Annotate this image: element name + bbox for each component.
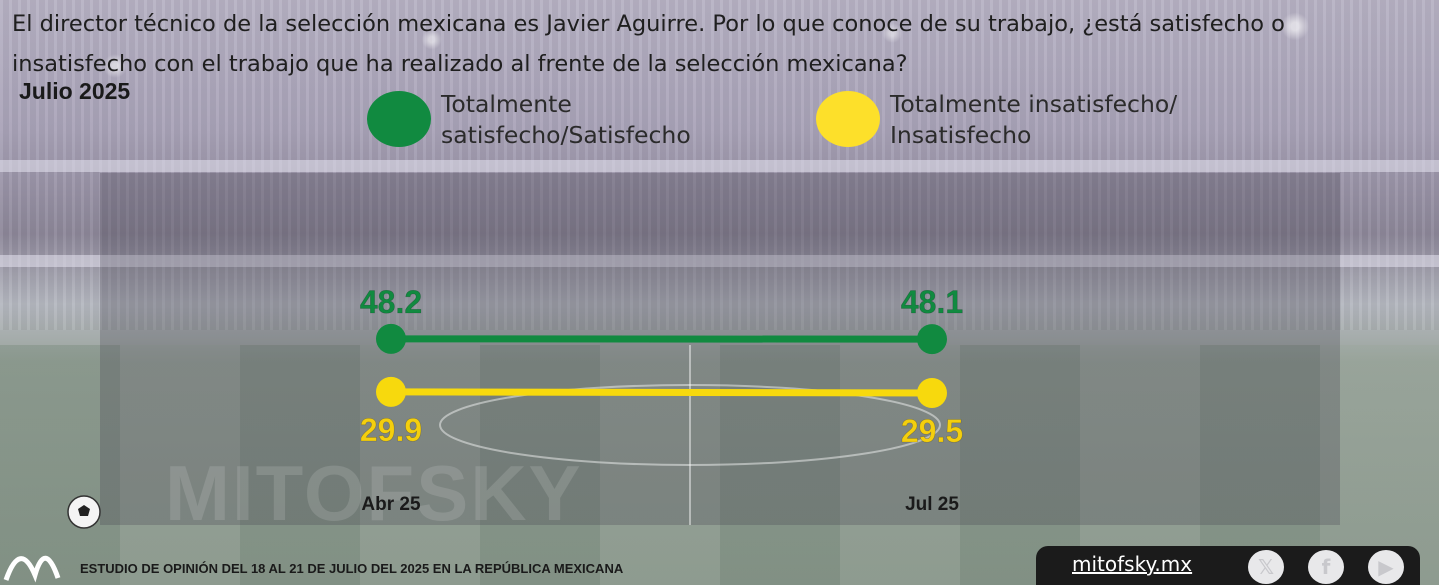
- field-markings: [439, 345, 941, 525]
- period-label: Julio 2025: [19, 78, 131, 104]
- chart-panel: [100, 173, 1340, 525]
- data-point-1-1: [917, 378, 947, 408]
- data-label-1-1: 29.5: [901, 413, 963, 449]
- mitofsky-logo-icon: [3, 555, 61, 583]
- legend-item-satisfied: Totalmente satisfecho/Satisfecho: [367, 89, 691, 151]
- data-label-0-0: 48.2: [360, 284, 422, 320]
- legend-swatch-satisfied: [367, 91, 431, 147]
- study-note: ESTUDIO DE OPINIÓN DEL 18 AL 21 DE JULIO…: [80, 561, 624, 576]
- stand-band: [0, 255, 1439, 267]
- legend-label-satisfied: Totalmente satisfecho/Satisfecho: [441, 90, 691, 149]
- x-glyph: 𝕏: [1257, 555, 1275, 579]
- data-point-1-0: [376, 376, 406, 407]
- youtube-glyph: ▶: [1378, 555, 1394, 579]
- x-icon[interactable]: 𝕏: [1248, 550, 1284, 584]
- site-link[interactable]: mitofsky.mx: [1072, 552, 1193, 576]
- x-tick-label: Abr 25: [361, 494, 421, 515]
- facebook-icon[interactable]: f: [1308, 550, 1344, 584]
- data-label-1-0: 29.9: [360, 412, 422, 448]
- survey-question: El director técnico de la selección mexi…: [12, 11, 1285, 77]
- data-point-0-1: [917, 324, 947, 355]
- legend-swatch-dissatisfied: [816, 91, 880, 147]
- legend-item-dissatisfied: Totalmente insatisfecho/ Insatisfecho: [816, 89, 1177, 151]
- field-background: [0, 345, 1439, 585]
- data-point-0-0: [376, 323, 406, 354]
- series-line-1: [387, 388, 936, 397]
- soccer-ball-icon: [67, 495, 101, 529]
- facebook-glyph: f: [1321, 555, 1331, 579]
- brand-bar: [1036, 546, 1420, 585]
- legend-label-dissatisfied: Totalmente insatisfecho/ Insatisfecho: [890, 90, 1178, 149]
- watermark: MITOFSKY: [165, 449, 583, 537]
- stand-band: [0, 160, 1439, 172]
- x-tick-label: Jul 25: [905, 494, 959, 515]
- data-label-0-1: 48.1: [901, 284, 963, 320]
- youtube-icon[interactable]: ▶: [1368, 550, 1404, 584]
